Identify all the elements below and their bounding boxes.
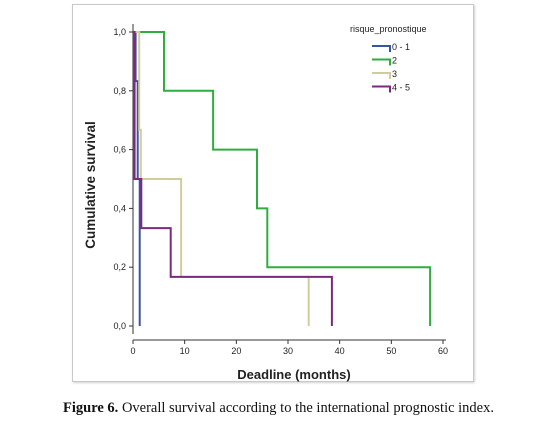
legend-item-label: 4 - 5 [392,83,410,93]
figure-caption: Figure 6. Overall survival according to … [0,400,557,417]
legend-item-label: 3 [392,69,397,79]
series-line-2 [133,31,432,326]
x-axis-title: Deadline (months) [237,367,350,382]
legend: risque_pronostique 0 - 1 2 3 4 - 5 [350,24,427,93]
y-tick-label: 0,4 [113,203,126,213]
y-tick-label: 0,0 [113,321,126,331]
legend-item-label: 0 - 1 [392,42,410,52]
legend-swatch [372,72,391,79]
axes [132,24,446,341]
figure-caption-label: Figure 6. [63,400,119,416]
series-line-4-5 [133,31,333,326]
survival-curves [133,31,432,326]
legend-item-label: 2 [392,56,397,66]
x-tick-label: 50 [386,346,396,356]
x-tick-label: 10 [180,346,190,356]
x-tick-label: 40 [335,346,345,356]
x-tick-label: 60 [438,346,448,356]
x-axis-ticks: 0 10 20 30 40 50 60 [130,340,448,356]
y-tick-label: 1,0 [113,27,126,37]
legend-swatch [372,45,391,52]
y-axis-title: Cumulative survival [83,121,98,249]
legend-swatch [372,85,391,93]
x-tick-label: 0 [130,346,135,356]
x-tick-label: 30 [283,346,293,356]
legend-title: risque_pronostique [350,24,427,34]
x-tick-label: 20 [231,346,241,356]
y-tick-label: 0,6 [113,145,126,155]
y-tick-label: 0,8 [113,86,126,96]
figure-caption-text: Overall survival according to the intern… [118,400,494,416]
y-axis-ticks: 0,0 0,2 0,4 0,6 0,8 1,0 [113,27,133,331]
legend-swatch [372,58,391,66]
y-tick-label: 0,2 [113,262,126,272]
series-line-3 [133,31,310,326]
